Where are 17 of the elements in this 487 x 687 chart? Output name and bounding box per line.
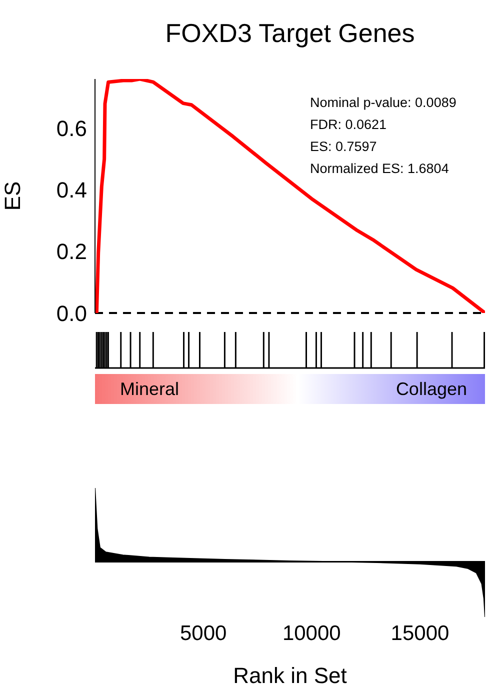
y-tick-label: 0.0 [56, 300, 87, 326]
x-tick-label: 15000 [390, 622, 450, 645]
chart-title: FOXD3 Target Genes [164, 18, 416, 49]
y-tick-label: 0.4 [56, 178, 87, 203]
y-tick-label: 0.2 [56, 239, 87, 264]
y-axis-title: ES [0, 181, 25, 211]
annotation: ES: 0.7597 [310, 138, 378, 156]
x-axis-title: Rank in Set [233, 663, 347, 687]
annotation: FDR: 0.0621 [310, 116, 388, 134]
text: Collagen [396, 379, 467, 400]
x-tick-label: 5000 [180, 622, 227, 645]
annotation: Nominal p-value: 0.0089 [310, 94, 456, 112]
y-tick-label: 0.6 [56, 116, 87, 142]
line-series [95, 79, 485, 313]
text: Mineral [120, 379, 180, 400]
annotation: Normalized ES: 1.6804 [310, 160, 450, 178]
x-tick-label: 10000 [282, 622, 341, 645]
